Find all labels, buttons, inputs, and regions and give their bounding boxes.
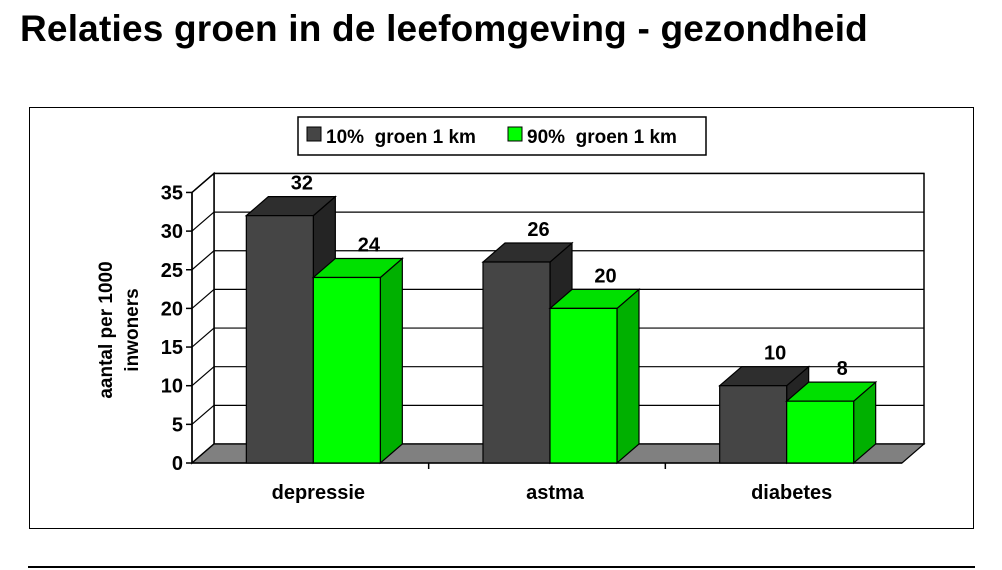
legend-label-series2: 90% groen 1 km [527, 127, 677, 148]
page-title: Relaties groen in de leefomgeving - gezo… [20, 8, 868, 49]
gridline-side [191, 211, 215, 232]
y-tick-label: 35 [161, 182, 183, 204]
y-axis-title-line2: inwoners [122, 288, 143, 371]
y-tick-labels: 0 5 10 15 20 25 30 35 [161, 182, 183, 475]
legend-box [297, 116, 707, 156]
y-tick-label: 5 [172, 414, 183, 436]
y-tick-label: 0 [172, 453, 183, 475]
data-label: 26 [527, 219, 549, 241]
y-axis-title: aantal per 1000 inwoners [96, 261, 143, 398]
bar [719, 385, 788, 464]
side-wall [191, 171, 215, 465]
bar [482, 261, 551, 464]
legend-label-series1: 10% groen 1 km [326, 127, 476, 148]
bar [786, 400, 855, 464]
bar [549, 307, 618, 464]
gridline-side [191, 366, 215, 387]
y-tick-label: 15 [161, 337, 183, 359]
gridline-side [191, 327, 215, 348]
bar-side-face [379, 257, 403, 465]
chart-frame [29, 107, 974, 529]
gridline-side [191, 250, 215, 271]
data-label: 32 [291, 173, 313, 195]
data-label: 10 [764, 343, 786, 365]
y-axis-title-line1: aantal per 1000 [96, 261, 117, 398]
y-tick-label: 20 [161, 298, 183, 320]
legend-swatch-series2 [507, 126, 523, 142]
data-label: 20 [594, 265, 616, 287]
data-labels: 32 24 26 20 10 8 [291, 173, 848, 381]
bar [245, 215, 314, 464]
gridline-side [191, 288, 215, 309]
data-label: 8 [837, 358, 848, 380]
legend: 10% groen 1 km 90% groen 1 km [297, 116, 707, 156]
category-label: astma [526, 482, 585, 504]
category-label: diabetes [751, 482, 832, 504]
bar [312, 276, 381, 464]
bar-side-face [616, 288, 640, 465]
data-label: 24 [358, 234, 381, 256]
gridline-side [191, 172, 215, 193]
gridline-side [191, 404, 215, 425]
y-tick-label: 30 [161, 221, 183, 243]
category-label: depressie [272, 482, 365, 504]
bars [244, 195, 878, 465]
category-labels: depressie astma diabetes [272, 482, 833, 504]
y-tick-label: 25 [161, 260, 183, 282]
legend-swatch-series1 [306, 126, 322, 142]
bottom-divider [28, 566, 975, 568]
y-tick-label: 10 [161, 376, 183, 398]
